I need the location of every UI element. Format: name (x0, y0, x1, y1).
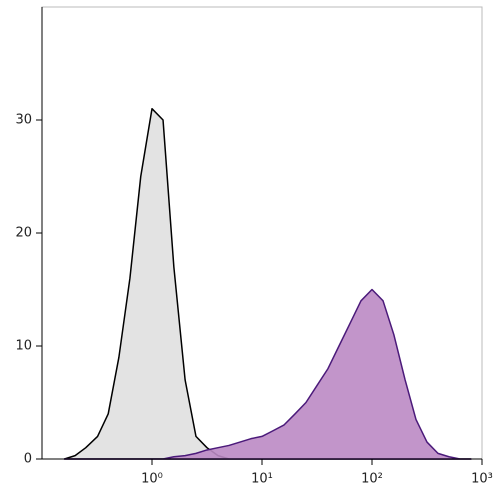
plot-frame (41, 6, 483, 460)
y-tick-label: 30 (15, 113, 32, 128)
x-tick-label: 10² (361, 472, 383, 487)
y-tick-label: 0 (24, 452, 32, 467)
x-tick-label: 10⁰ (141, 472, 163, 487)
x-tick-label: 10¹ (251, 472, 273, 487)
y-tick-label: 20 (15, 226, 32, 241)
x-tick-label: 10³ (471, 472, 493, 487)
y-tick-label: 10 (15, 339, 32, 354)
